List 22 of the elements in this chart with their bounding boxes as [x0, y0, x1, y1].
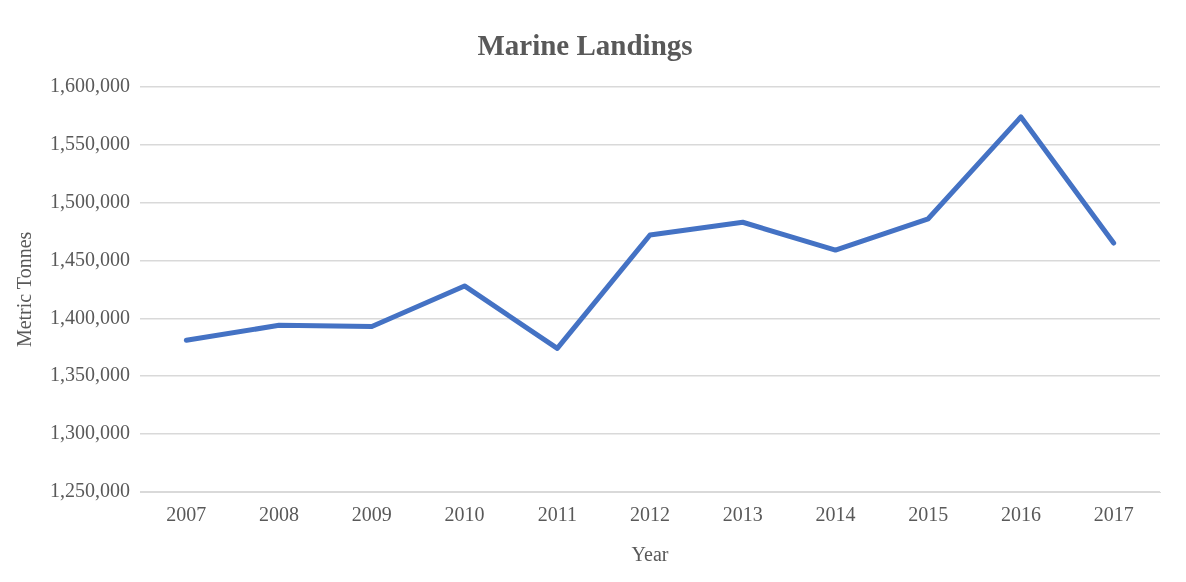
y-tick-label: 1,300,000: [50, 421, 130, 444]
y-tick-label: 1,450,000: [50, 247, 130, 270]
x-tick-label: 2012: [630, 503, 670, 526]
x-tick-label: 2017: [1093, 503, 1134, 526]
y-tick-label: 1,350,000: [50, 363, 130, 386]
x-tick-label: 2008: [259, 503, 300, 526]
x-tick-label: 2010: [444, 503, 485, 526]
chart-title: Marine Landings: [477, 28, 693, 61]
x-tick-label: 2011: [537, 503, 577, 526]
y-tick-label: 1,400,000: [50, 305, 130, 328]
y-tick-label: 1,250,000: [50, 479, 130, 502]
y-axis-title: Metric Tonnes: [13, 231, 36, 348]
x-tick-label: 2015: [908, 503, 949, 526]
y-tick-label: 1,500,000: [50, 189, 130, 212]
y-tick-label: 1,600,000: [50, 74, 130, 97]
y-tick-label: 1,550,000: [50, 131, 130, 154]
x-tick-label: 2009: [351, 503, 392, 526]
x-tick-label: 2013: [722, 503, 763, 526]
x-tick-label: 2016: [1000, 503, 1041, 526]
x-tick-label: 2014: [815, 503, 856, 526]
x-tick-label: 2007: [166, 503, 207, 526]
x-axis-title: Year: [631, 543, 669, 566]
